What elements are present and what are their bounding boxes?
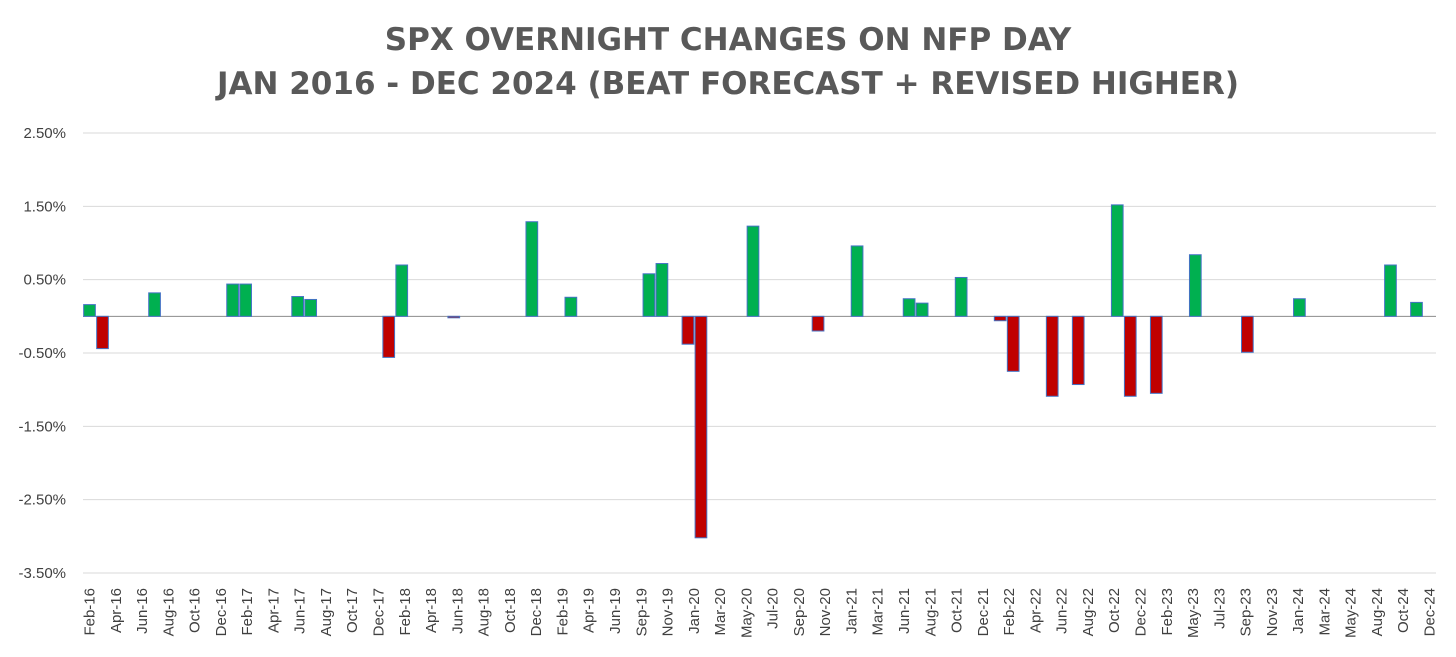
x-tick-label: Apr-18 (423, 588, 440, 633)
x-tick-label: Nov-20 (817, 588, 834, 636)
bar (304, 298, 318, 317)
x-tick-label: Jun-22 (1054, 588, 1071, 634)
x-tick-label: Oct-22 (1106, 588, 1123, 633)
x-tick-label: Aug-21 (922, 588, 939, 636)
x-tick-label: Oct-18 (502, 588, 519, 633)
y-tick-label: -0.50% (18, 345, 66, 362)
x-tick-label: Jul-20 (765, 588, 782, 629)
bar (1188, 254, 1202, 317)
bar (1071, 315, 1085, 386)
x-tick-label: Jun-21 (896, 588, 913, 634)
x-tick-label: Apr-19 (581, 588, 598, 633)
bar (1384, 264, 1397, 317)
x-tick-label: Nov-23 (1264, 588, 1281, 636)
x-tick-label: Oct-24 (1395, 588, 1412, 633)
bar (902, 298, 916, 317)
x-tick-label: May-24 (1343, 588, 1360, 638)
y-tick-label: 2.50% (23, 125, 66, 142)
x-tick-label: Mar-24 (1316, 588, 1333, 636)
x-tick-label: Aug-24 (1369, 588, 1386, 636)
bar (525, 221, 539, 317)
chart-title-line-1: SPX OVERNIGHT CHANGES ON NFP DAY (384, 22, 1072, 58)
bar (239, 283, 252, 317)
x-tick-label: Jan-24 (1290, 588, 1307, 634)
bar (1006, 315, 1020, 372)
bar (1410, 301, 1423, 317)
bar (655, 263, 669, 317)
x-tick-label: Dec-18 (528, 588, 545, 636)
y-tick-label: -2.50% (18, 492, 66, 509)
y-tick-label: 1.50% (23, 198, 66, 215)
bar (226, 283, 239, 317)
bar (564, 296, 578, 317)
bar (954, 276, 968, 317)
x-tick-label: Sep-19 (633, 588, 650, 636)
x-tick-label: May-20 (738, 588, 755, 638)
x-tick-label: Apr-22 (1027, 588, 1044, 633)
bar (148, 292, 161, 317)
x-tick-label: Dec-24 (1421, 588, 1438, 636)
x-tick-label: Apr-16 (108, 588, 125, 633)
x-tick-label: Feb-17 (239, 588, 256, 636)
x-tick-label: Aug-17 (318, 588, 335, 636)
x-tick-label: Dec-16 (213, 588, 230, 636)
x-tick-label: Jun-19 (607, 588, 624, 634)
x-tick-label: Aug-22 (1080, 588, 1097, 636)
x-tick-label: Feb-19 (554, 588, 571, 636)
bar (746, 225, 760, 317)
bar (694, 315, 708, 539)
x-tick-label: Feb-18 (397, 588, 414, 636)
x-tick-label: Apr-17 (265, 588, 282, 633)
bar (395, 264, 409, 317)
x-tick-label: Oct-21 (949, 588, 966, 633)
bar (681, 315, 695, 345)
y-tick-label: -3.50% (18, 565, 66, 582)
y-tick-label: -1.50% (18, 418, 66, 435)
bar (1241, 315, 1254, 353)
bar (291, 296, 305, 317)
x-tick-label: Mar-21 (870, 588, 887, 636)
x-tick-label: Aug-16 (160, 588, 177, 636)
bar (915, 302, 929, 317)
x-tick-label: Jun-17 (292, 588, 309, 634)
x-tick-label: Jun-18 (449, 588, 466, 634)
bar (96, 315, 109, 350)
bar (447, 315, 461, 319)
y-tick-label: 0.50% (23, 272, 66, 289)
x-tick-label: Oct-17 (344, 588, 361, 633)
x-tick-label: May-23 (1185, 588, 1202, 638)
bar (993, 315, 1007, 322)
x-tick-label: Sep-20 (791, 588, 808, 636)
x-tick-label: Jan-21 (843, 588, 860, 634)
x-tick-label: Dec-21 (975, 588, 992, 636)
x-tick-label: Mar-20 (712, 588, 729, 636)
x-tick-label: Jun-16 (134, 588, 151, 634)
bar (382, 315, 396, 358)
x-tick-label: Jul-23 (1211, 588, 1228, 629)
bar (811, 315, 825, 332)
x-tick-label: Nov-19 (660, 588, 677, 636)
chart-title-line-2: JAN 2016 - DEC 2024 (BEAT FORECAST + REV… (216, 66, 1240, 102)
x-tick-label: Aug-18 (476, 588, 493, 636)
x-tick-label: Sep-23 (1238, 588, 1255, 636)
x-tick-label: Jan-20 (686, 588, 703, 634)
bar (1149, 315, 1163, 394)
bar (1123, 315, 1137, 397)
x-tick-label: Dec-17 (371, 588, 388, 636)
x-tick-label: Feb-22 (1001, 588, 1018, 636)
bar (83, 304, 96, 317)
bar (642, 273, 656, 317)
bar (1110, 204, 1124, 317)
x-tick-label: Feb-16 (82, 588, 99, 636)
bar (1045, 315, 1059, 397)
bar (1293, 298, 1306, 317)
x-tick-label: Feb-23 (1159, 588, 1176, 636)
bar (850, 245, 864, 317)
x-tick-label: Dec-22 (1132, 588, 1149, 636)
x-tick-label: Oct-16 (187, 588, 204, 633)
